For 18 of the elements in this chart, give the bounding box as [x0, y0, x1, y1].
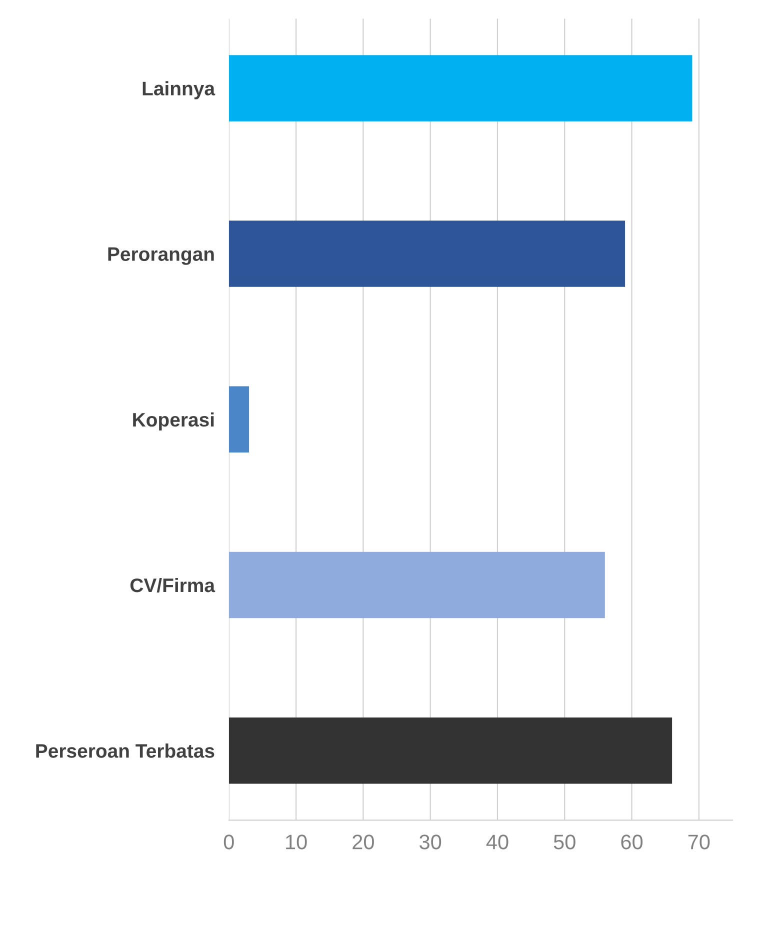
- bar: [228, 717, 672, 784]
- x-tick-label: 20: [352, 834, 374, 850]
- x-tick-label: 40: [486, 834, 508, 850]
- y-tick-label: Perseroan Terbatas: [36, 744, 214, 758]
- x-tick-label: 30: [420, 834, 442, 850]
- y-tick-label: Lainnya: [142, 81, 216, 100]
- bar: [228, 55, 692, 122]
- x-tick-label: 70: [688, 834, 710, 850]
- x-tick-label: 0: [224, 834, 234, 850]
- y-tick-label: CV/Firma: [130, 578, 216, 592]
- bar: [228, 220, 626, 287]
- y-tick-label: Koperasi: [133, 412, 214, 430]
- x-tick-label: 50: [554, 834, 576, 850]
- x-tick-label: 60: [621, 834, 643, 850]
- bar: [228, 552, 605, 618]
- bar: [228, 386, 250, 453]
- y-tick-label: Perorangan: [108, 247, 214, 265]
- x-tick-label: 10: [286, 834, 307, 850]
